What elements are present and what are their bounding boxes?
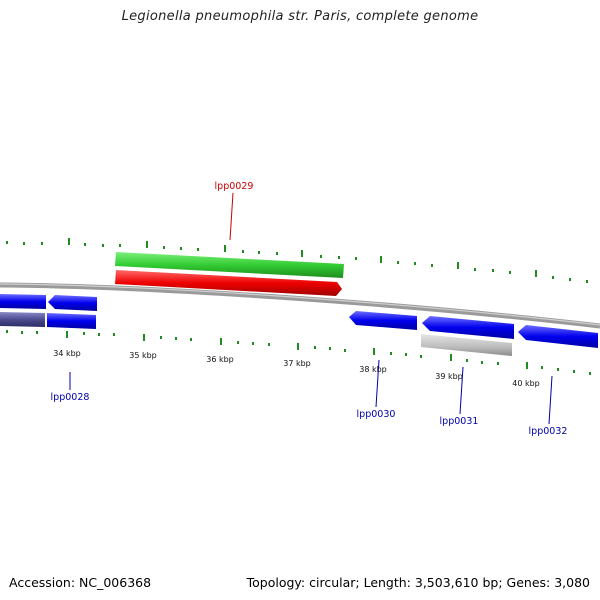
gene-label-lpp0028[interactable]: lpp0028	[51, 392, 90, 403]
inner-tick-row	[6, 330, 591, 375]
outer-tick-row	[6, 238, 588, 283]
genome-backbone-highlight	[0, 283, 600, 326]
gene-label-lpp0030[interactable]: lpp0030	[357, 409, 396, 420]
map-title: Legionella pneumophila str. Paris, compl…	[121, 9, 479, 24]
gene-lpp0032-arrow[interactable]	[518, 325, 598, 348]
leader-lpp0032	[548, 375, 553, 425]
kbp-label-38: 38 kbp	[359, 365, 387, 374]
genome-backbone	[0, 282, 600, 329]
gene-label-lpp0031[interactable]: lpp0031	[440, 416, 479, 427]
gene-lpp0031-arrow[interactable]	[422, 316, 514, 339]
gene-lpp0029-green-bar[interactable]	[115, 252, 344, 278]
genome-summary-text: Topology: circular; Length: 3,503,610 bp…	[246, 575, 590, 590]
gene-left-blue-upper[interactable]	[0, 294, 46, 309]
kbp-label-39: 39 kbp	[435, 372, 463, 381]
gene-label-lpp0032[interactable]: lpp0032	[529, 426, 568, 437]
kbp-label-36: 36 kbp	[206, 355, 234, 364]
gene-lpp0030-arrow[interactable]	[349, 311, 417, 330]
leader-lpp0030	[375, 359, 380, 408]
accession-text: Accession: NC_006368	[9, 575, 152, 590]
leader-lpp0029	[229, 192, 234, 241]
gene-lpp0029-red-arrow[interactable]	[115, 270, 342, 296]
gene-lpp0028-lower[interactable]	[47, 313, 96, 329]
kbp-label-35: 35 kbp	[129, 351, 157, 360]
gene-gray-rna-bar[interactable]	[421, 334, 512, 356]
kbp-scale-labels: 34 kbp 35 kbp 36 kbp 37 kbp 38 kbp 39 kb…	[53, 349, 540, 388]
gene-left-pseudo-bar[interactable]	[0, 312, 45, 327]
gene-lpp0028-arrow-upper[interactable]	[48, 295, 97, 311]
leader-lines	[69, 192, 553, 425]
kbp-label-40: 40 kbp	[512, 379, 540, 388]
gene-label-lpp0029[interactable]: lpp0029	[215, 181, 254, 192]
kbp-label-34: 34 kbp	[53, 349, 81, 358]
leader-lpp0031	[459, 366, 464, 415]
kbp-label-37: 37 kbp	[283, 359, 311, 368]
